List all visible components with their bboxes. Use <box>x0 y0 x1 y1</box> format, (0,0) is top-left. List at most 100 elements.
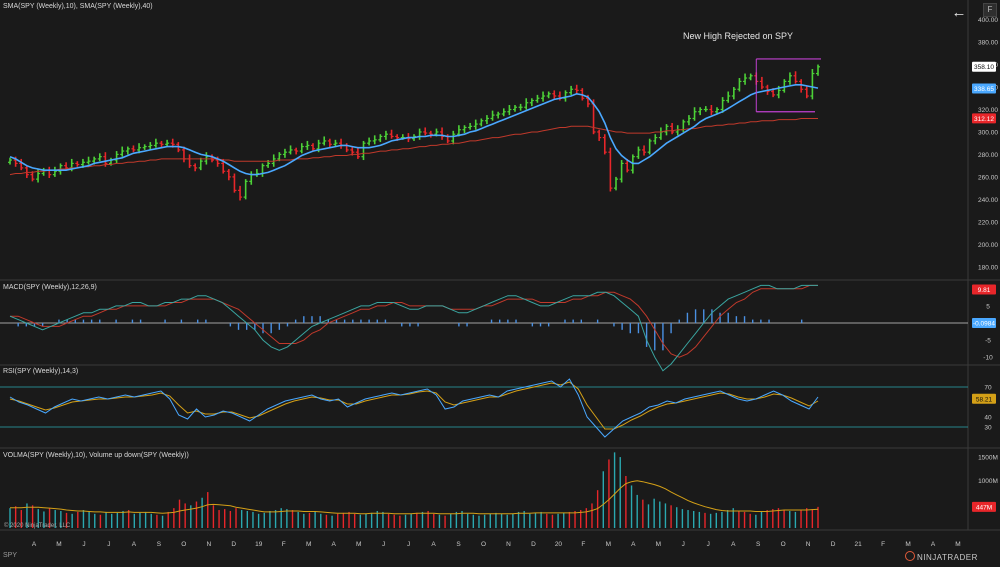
x-tick-label: A <box>332 541 337 548</box>
price-bar <box>473 119 478 130</box>
x-tick-label: S <box>756 541 761 548</box>
rsi-value-label: 58.21 <box>976 396 993 403</box>
price-bar <box>518 103 523 111</box>
y-tick-label: -10 <box>983 355 993 362</box>
price-bar <box>698 107 703 116</box>
x-tick-label: A <box>731 541 736 548</box>
price-bar <box>299 143 304 154</box>
price-bar <box>731 87 736 100</box>
x-tick-label: N <box>506 541 511 548</box>
price-bar <box>288 145 293 155</box>
price-bar <box>787 72 792 85</box>
y-tick-label: 1000M <box>978 478 998 485</box>
price-bar <box>294 147 299 155</box>
x-tick-label: M <box>955 541 960 548</box>
price-bar <box>232 173 237 193</box>
price-bar <box>479 118 484 127</box>
x-tick-label: M <box>306 541 311 548</box>
y-tick-label: 5 <box>986 303 990 310</box>
copyright-text: © 2020 NinjaTrader, LLC <box>4 523 71 529</box>
price-bar <box>417 128 422 140</box>
price-bar <box>75 161 80 167</box>
x-tick-label: M <box>656 541 661 548</box>
x-tick-label: A <box>431 541 436 548</box>
x-tick-label: S <box>456 541 461 548</box>
price-bar <box>282 148 287 158</box>
x-tick-label: J <box>107 541 110 548</box>
price-bar <box>563 90 568 102</box>
price-bar <box>501 108 506 117</box>
y-tick-label: 200.00 <box>978 242 998 249</box>
price-bar <box>372 135 377 145</box>
price-bar <box>305 140 310 150</box>
sma40-line <box>9 118 818 176</box>
price-bar <box>793 71 798 84</box>
volume-panel-label: VOLMA(SPY (Weekly),10), Volume up down(S… <box>3 452 189 459</box>
price-bar <box>114 151 119 164</box>
price-bar <box>524 98 529 110</box>
price-tag <box>972 113 996 124</box>
price-bar <box>692 107 697 121</box>
macd-line <box>9 284 818 372</box>
x-tick-label: M <box>356 541 361 548</box>
price-bar <box>333 139 338 147</box>
price-bar <box>490 110 495 121</box>
x-tick-label: N <box>206 541 211 548</box>
price-bar <box>322 136 327 146</box>
x-tick-label: F <box>881 541 885 548</box>
price-bar <box>120 146 125 157</box>
y-tick-label: 30 <box>984 425 992 432</box>
price-bar <box>653 134 658 145</box>
y-tick-label: 180.00 <box>978 264 998 271</box>
price-bar <box>507 104 512 116</box>
y-tick-label: 1500M <box>978 455 998 462</box>
price-bar <box>782 79 787 93</box>
price-bar <box>367 137 372 146</box>
x-tick-label: A <box>132 541 137 548</box>
price-tag <box>972 83 996 94</box>
x-tick-label: 19 <box>255 541 263 548</box>
price-bar <box>153 138 158 148</box>
x-tick-label: J <box>682 541 685 548</box>
y-tick-label: -5 <box>985 338 991 345</box>
price-panel-label: SMA(SPY (Weekly),10), SMA(SPY (Weekly),4… <box>3 3 153 10</box>
rsi-value-tag <box>972 393 996 404</box>
price-bar <box>378 134 383 143</box>
arrow-left-icon[interactable]: ← <box>951 4 967 21</box>
price-bar <box>97 153 102 162</box>
x-tick-label: O <box>781 541 786 548</box>
price-bar <box>389 129 394 139</box>
y-tick-label: 380.00 <box>978 40 998 47</box>
price-bar <box>715 107 719 114</box>
x-tick-label: D <box>231 541 236 548</box>
price-bar <box>462 125 467 134</box>
price-bar <box>658 127 663 140</box>
price-bar <box>47 166 52 179</box>
price-bar <box>148 142 153 150</box>
x-tick-label: D <box>531 541 536 548</box>
y-tick-label: 260.00 <box>978 174 998 181</box>
macd-value-label: 9.81 <box>978 287 991 294</box>
sma10-line <box>9 84 819 176</box>
price-bar <box>664 124 669 136</box>
x-tick-label: A <box>32 541 37 548</box>
price-bar <box>344 143 349 153</box>
x-tick-label: 20 <box>555 541 563 548</box>
rsi-line <box>9 378 819 438</box>
price-bar <box>226 169 231 181</box>
price-bar <box>541 91 546 102</box>
price-bar <box>428 130 433 138</box>
x-tick-label: S <box>157 541 162 548</box>
price-bar <box>142 144 147 150</box>
x-tick-label: M <box>905 541 910 548</box>
y-tick-label: 320.00 <box>978 107 998 114</box>
macd-signal-line <box>10 284 818 358</box>
rsi-signal-line <box>9 381 819 430</box>
f-button[interactable]: F <box>983 3 997 17</box>
price-bar <box>720 97 725 113</box>
price-bar <box>614 176 618 191</box>
price-bar <box>198 157 203 171</box>
price-bar <box>260 163 265 177</box>
